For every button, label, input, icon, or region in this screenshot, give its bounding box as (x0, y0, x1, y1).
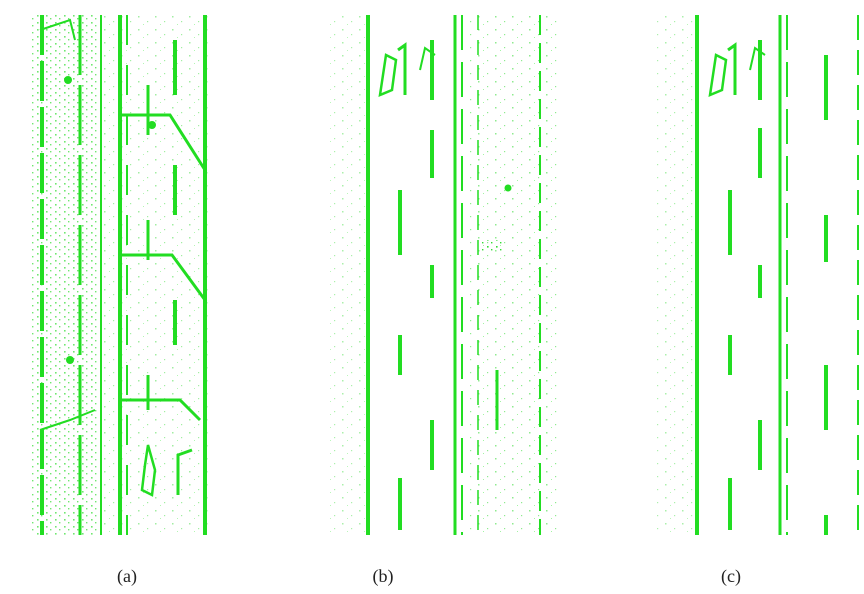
caption: (c) (721, 566, 741, 587)
caption: (b) (373, 566, 394, 587)
panel-b: (b) (330, 15, 560, 587)
panel-a: (a) (30, 15, 210, 587)
panel-c: (c) (655, 15, 859, 587)
caption: (a) (117, 566, 137, 587)
